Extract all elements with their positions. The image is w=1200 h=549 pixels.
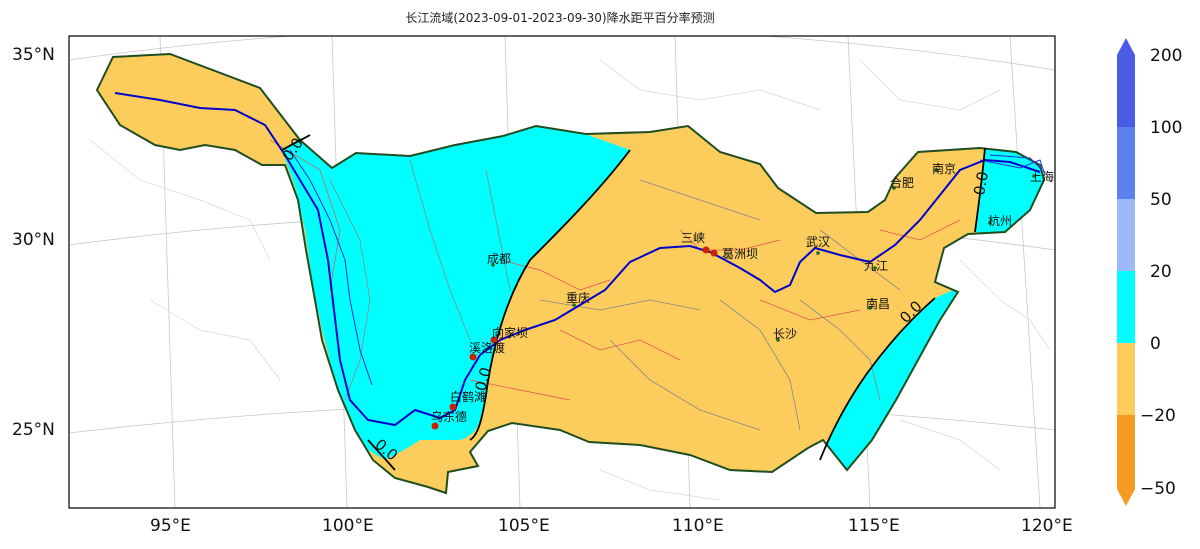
map-title: 长江流域(2023-09-01-2023-09-30)降水距平百分率预测 bbox=[405, 11, 715, 25]
lon-tick-label: 110°E bbox=[672, 516, 724, 536]
yangtze-river bbox=[114, 92, 1041, 427]
dam-marker bbox=[469, 353, 477, 361]
city-labels: 成都 重庆 三峡 葛洲坝 武汉 九江 合肥 南京 上海 杭州 南昌 长沙 向家坝… bbox=[431, 161, 1054, 424]
city-label-nanchang: 南昌 bbox=[866, 296, 890, 311]
dam-marker bbox=[449, 403, 457, 411]
colorbar-label: 100 bbox=[1150, 118, 1183, 138]
colorbar-label: 20 bbox=[1150, 262, 1172, 282]
lon-tick-label: 100°E bbox=[322, 516, 374, 536]
city-point bbox=[491, 263, 495, 267]
sub-basin-boundaries bbox=[329, 159, 901, 431]
city-label-sanxia: 三峡 bbox=[681, 231, 705, 245]
colorbar-segment bbox=[1117, 55, 1135, 127]
city-point bbox=[868, 306, 872, 310]
basin bbox=[95, 52, 1046, 495]
province-lines-inner bbox=[269, 139, 961, 401]
colorbar-segment-top bbox=[1117, 38, 1135, 55]
dam-marker bbox=[431, 422, 439, 430]
contour-label: 0.0 bbox=[471, 365, 495, 393]
city-point bbox=[776, 338, 780, 342]
city-label-hangzhou: 杭州 bbox=[988, 213, 1012, 228]
dam-marker bbox=[702, 246, 710, 254]
city-label-baihetan: 白鹤滩 bbox=[450, 389, 486, 404]
colorbar-segment bbox=[1117, 199, 1135, 271]
city-point bbox=[1032, 174, 1036, 178]
lon-tick-label: 115°E bbox=[848, 516, 900, 536]
contour-west bbox=[469, 149, 631, 441]
contour-south bbox=[367, 439, 396, 471]
colorbar-label: −50 bbox=[1140, 479, 1176, 499]
colorbar-segment bbox=[1117, 271, 1135, 343]
contour-label: 0.0 bbox=[970, 170, 992, 197]
province-boundaries bbox=[89, 59, 1051, 501]
city-point bbox=[816, 251, 820, 255]
city-label-shanghai: 上海 bbox=[1030, 169, 1054, 184]
contour-southeast bbox=[819, 297, 936, 461]
basin-border bbox=[95, 52, 1046, 495]
city-point bbox=[988, 221, 992, 225]
city-label-xiluodu: 溪洛渡 bbox=[469, 340, 505, 355]
city-label-changsha: 长沙 bbox=[773, 327, 797, 341]
colorbar-label: 200 bbox=[1150, 46, 1183, 66]
lon-tick-label: 105°E bbox=[498, 516, 550, 536]
city-point bbox=[873, 266, 877, 270]
negative-anomaly-area bbox=[97, 54, 1044, 493]
colorbar-label: −20 bbox=[1140, 406, 1176, 426]
lat-tick-label: 35°N bbox=[12, 45, 55, 65]
city-points bbox=[491, 168, 1036, 342]
tributaries bbox=[289, 149, 1046, 386]
city-point bbox=[572, 303, 576, 307]
city-label-wuhan: 武汉 bbox=[806, 235, 830, 249]
zero-contours bbox=[281, 134, 986, 471]
city-label-wudongde: 乌东德 bbox=[431, 409, 467, 424]
city-label-nanjing: 南京 bbox=[932, 161, 956, 176]
city-label-chengdu: 成都 bbox=[487, 252, 511, 266]
city-label-jiujiang: 九江 bbox=[864, 259, 888, 273]
map-border bbox=[68, 35, 1056, 509]
colorbar-label: 50 bbox=[1150, 190, 1172, 210]
colorbar-segment-bottom bbox=[1117, 489, 1135, 506]
dam-markers bbox=[431, 246, 718, 430]
contour-headwater bbox=[281, 134, 311, 151]
colorbar-label: 0 bbox=[1150, 334, 1161, 354]
city-label-gezhouba: 葛洲坝 bbox=[722, 247, 758, 261]
dam-marker bbox=[710, 249, 718, 257]
contour-east bbox=[974, 147, 986, 233]
positive-anomaly-area-southeast bbox=[820, 285, 965, 475]
colorbar bbox=[1117, 38, 1135, 506]
lon-tick-label: 120°E bbox=[1021, 516, 1073, 536]
city-label-xiangjiaba: 向家坝 bbox=[492, 325, 528, 340]
city-point bbox=[892, 186, 896, 190]
colorbar-segment bbox=[1117, 127, 1135, 199]
dam-marker bbox=[490, 336, 498, 344]
city-label-hefei: 合肥 bbox=[890, 175, 914, 190]
colorbar-segment bbox=[1117, 415, 1135, 489]
city-label-chongqing: 重庆 bbox=[566, 291, 590, 305]
lat-tick-label: 25°N bbox=[12, 420, 55, 440]
lon-tick-label: 95°E bbox=[150, 516, 191, 536]
colorbar-segment bbox=[1117, 343, 1135, 415]
city-point bbox=[934, 168, 938, 172]
lat-tick-label: 30°N bbox=[12, 230, 55, 250]
